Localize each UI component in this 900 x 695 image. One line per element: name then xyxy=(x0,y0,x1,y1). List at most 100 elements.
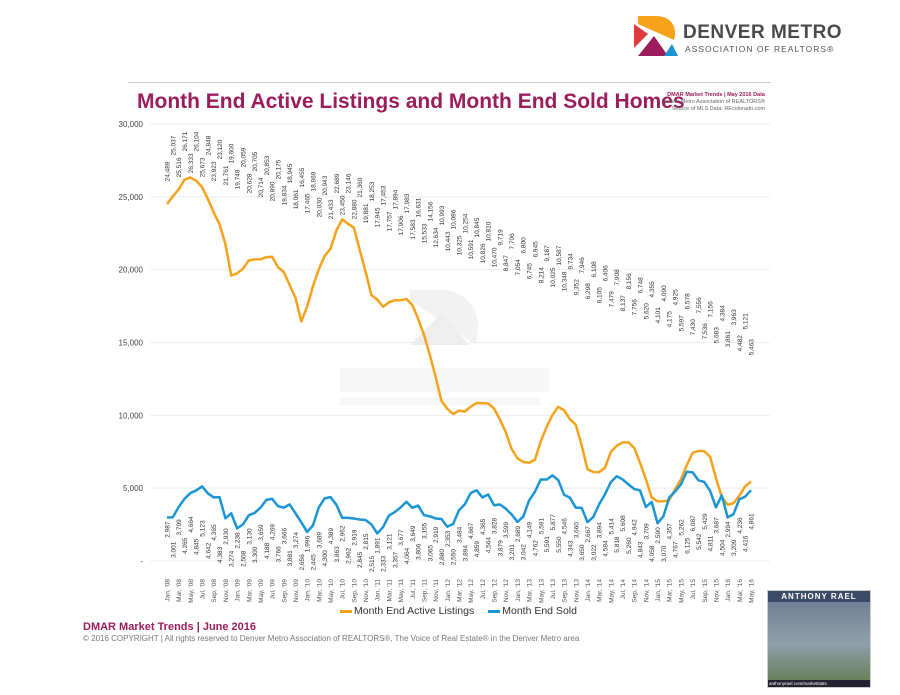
data-label: 7,706 xyxy=(509,233,516,250)
data-label: 4,762 xyxy=(532,540,539,557)
data-label: 5,262 xyxy=(678,519,685,536)
data-label: 2,994 xyxy=(725,521,732,538)
data-label: 20,714 xyxy=(258,177,265,197)
x-tick-label: May, '08 xyxy=(188,579,195,603)
data-label: 2,667 xyxy=(585,526,592,543)
legend-item-active: Month End Active Listings xyxy=(340,605,474,617)
x-tick-label: Jan, '10 xyxy=(305,579,312,602)
data-label: 4,843 xyxy=(638,541,645,558)
data-label: 3,666 xyxy=(281,528,288,545)
series-line-active xyxy=(165,176,752,507)
y-tick-label: 30,000 xyxy=(119,120,144,129)
data-label: 19,600 xyxy=(229,143,236,163)
data-label: 20,628 xyxy=(246,173,253,193)
data-label: 6,298 xyxy=(585,283,592,300)
agent-url: anthonyrael.com/marketstats xyxy=(768,680,870,687)
data-label: 18,869 xyxy=(311,171,318,191)
x-tick-label: Jul, '09 xyxy=(270,579,277,600)
data-label: 17,983 xyxy=(404,193,411,213)
data-label: 18,253 xyxy=(369,181,376,201)
x-tick-label: Mar, '10 xyxy=(316,579,323,602)
data-label: 3,121 xyxy=(386,533,393,550)
data-label: 4,667 xyxy=(468,522,475,539)
data-label: 19,881 xyxy=(363,203,370,223)
data-label: 5,597 xyxy=(678,315,685,332)
data-label: 18,061 xyxy=(293,189,300,209)
data-label: 3,709 xyxy=(643,523,650,540)
data-label: 6,748 xyxy=(638,277,645,294)
data-label: 5,542 xyxy=(696,533,703,550)
agent-ad-image[interactable]: ANTHONY RAEL anthonyrael.com/marketstats xyxy=(767,590,871,688)
data-label: 6,087 xyxy=(690,515,697,532)
data-label: 2,919 xyxy=(351,529,358,546)
data-label: 2,962 xyxy=(346,547,353,564)
data-label: 10,587 xyxy=(556,245,563,265)
data-label: 20,853 xyxy=(264,155,271,175)
data-label: 10,470 xyxy=(492,247,499,267)
data-label: 6,800 xyxy=(521,237,528,254)
data-label: 7,054 xyxy=(515,259,522,276)
data-label: 19,748 xyxy=(235,169,242,189)
data-label: 3,863 xyxy=(334,546,341,563)
data-label: 20,705 xyxy=(252,151,259,171)
data-label: 26,104 xyxy=(194,131,201,151)
data-label: 10,086 xyxy=(451,209,458,229)
data-label: 3,155 xyxy=(421,522,428,539)
x-tick-label: Nov, '11 xyxy=(433,579,440,602)
x-tick-label: Nov, '12 xyxy=(503,579,510,603)
dmar-logo xyxy=(634,16,678,56)
x-tick-label: Jan, '14 xyxy=(585,579,592,602)
x-tick-label: Jan, '09 xyxy=(235,579,242,602)
x-tick-label: Jan, '16 xyxy=(725,579,732,602)
data-label: 3,022 xyxy=(591,544,598,561)
agent-name: ANTHONY RAEL xyxy=(768,591,870,602)
data-label: 4,384 xyxy=(719,305,726,322)
data-label: 6,108 xyxy=(591,261,598,278)
x-tick-label: Nov, '08 xyxy=(223,579,230,603)
data-label: 3,894 xyxy=(597,522,604,539)
data-label: 16,631 xyxy=(416,197,423,217)
data-label: 4,664 xyxy=(188,516,195,533)
data-label: 3,709 xyxy=(176,519,183,536)
x-tick-label: Jul, '14 xyxy=(620,579,627,600)
data-label: 7,946 xyxy=(579,257,586,274)
x-tick-label: Sep, '11 xyxy=(421,579,428,603)
data-label: 2,689 xyxy=(515,525,522,542)
data-label: 3,879 xyxy=(497,540,504,557)
x-tick-label: May, '10 xyxy=(328,579,335,603)
data-label: 7,430 xyxy=(690,319,697,336)
data-label: 3,209 xyxy=(731,539,738,556)
data-label: 4,149 xyxy=(527,521,534,538)
y-tick-label: 5,000 xyxy=(123,484,144,493)
x-tick-label: May, '15 xyxy=(678,579,685,603)
legend-item-sold: Month End Sold xyxy=(488,605,577,617)
data-label: 3,484 xyxy=(457,526,464,543)
y-tick-label: 15,000 xyxy=(119,339,144,348)
data-label: 4,101 xyxy=(655,307,662,324)
data-label: 3,687 xyxy=(713,517,720,534)
data-label: 21,761 xyxy=(223,165,230,185)
data-label: 4,416 xyxy=(743,535,750,552)
data-label: 7,156 xyxy=(708,301,715,318)
data-label: 3,042 xyxy=(521,544,528,561)
data-label: 2,656 xyxy=(299,554,306,571)
data-label: 5,608 xyxy=(620,515,627,532)
data-label: 3,660 xyxy=(573,522,580,539)
x-tick-label: Jul, '15 xyxy=(690,579,697,600)
data-label: 4,546 xyxy=(562,518,569,535)
data-label: 2,919 xyxy=(433,526,440,543)
data-label: 8,847 xyxy=(503,255,510,272)
data-label: 4,642 xyxy=(205,542,212,559)
data-label: 3,766 xyxy=(275,546,282,563)
data-label: 5,550 xyxy=(556,536,563,553)
data-label: 17,906 xyxy=(398,215,405,235)
data-label: 24,848 xyxy=(205,135,212,155)
data-label: 25,037 xyxy=(170,135,177,155)
x-tick-label: Jan, '08 xyxy=(165,579,172,602)
data-label: 3,274 xyxy=(229,550,236,567)
data-label: 21,360 xyxy=(357,177,364,197)
org-name: DENVER METRO xyxy=(683,22,843,43)
data-label: 6,745 xyxy=(527,263,534,280)
x-tick-label: Sep, '08 xyxy=(211,579,218,603)
data-label: 2,930 xyxy=(223,528,230,545)
